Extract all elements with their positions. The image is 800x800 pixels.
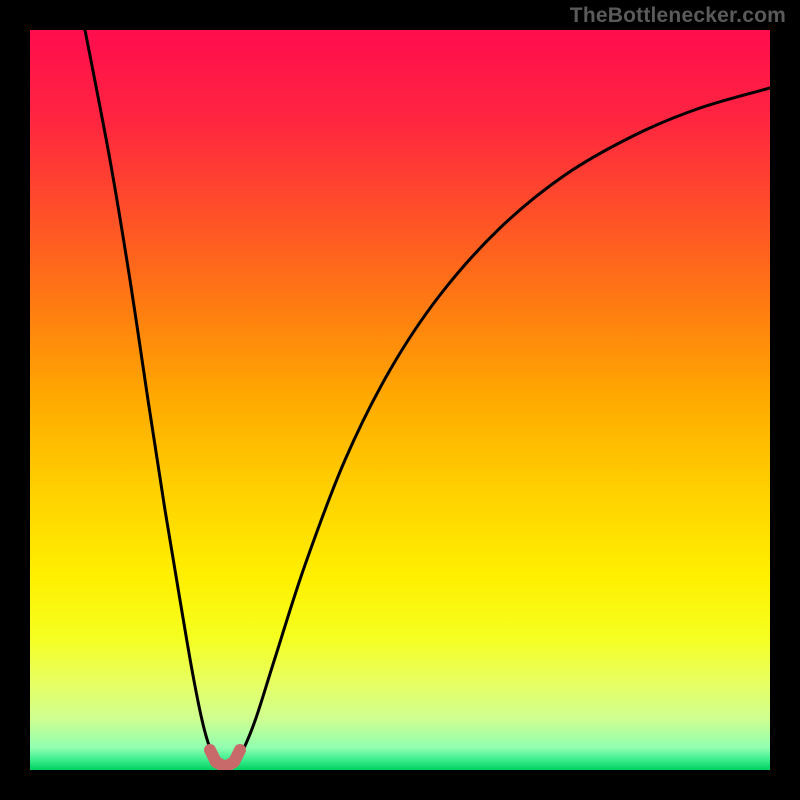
gradient-background: [30, 30, 770, 770]
chart-svg: [30, 30, 770, 770]
watermark-text: TheBottlenecker.com: [570, 4, 786, 28]
plot-area: [30, 30, 770, 770]
chart-frame: TheBottlenecker.com: [0, 0, 800, 800]
